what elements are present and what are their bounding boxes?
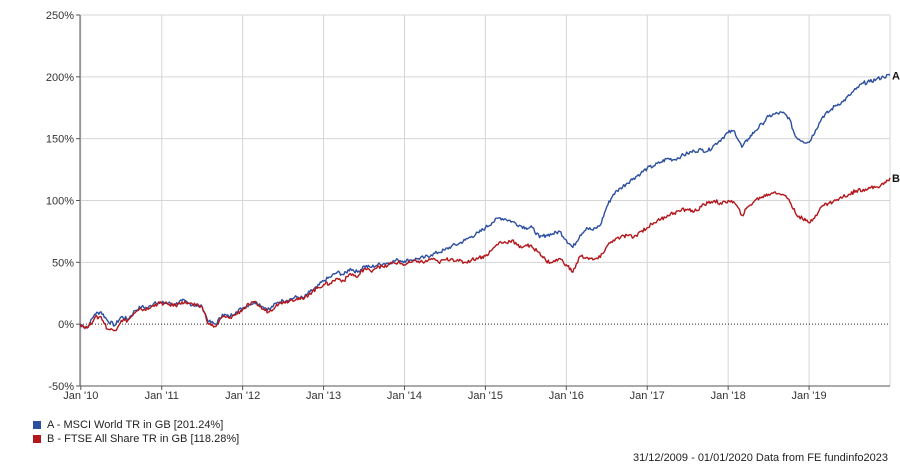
- x-tick-label: Jan '19: [792, 390, 827, 402]
- axes: [76, 14, 890, 390]
- y-tick-label: -50%: [48, 381, 74, 393]
- legend-item-b: B - FTSE All Share TR in GB [118.28%]: [33, 432, 239, 446]
- legend-label-b: B - FTSE All Share TR in GB [118.28%]: [47, 433, 240, 445]
- legend-swatch-a: [33, 421, 41, 429]
- x-tick-label: Jan '11: [145, 390, 179, 402]
- x-tick-label: Jan '16: [549, 390, 584, 402]
- data-source-note: 31/12/2009 - 01/01/2020 Data from FE fun…: [632, 452, 888, 464]
- x-tick-label: Jan '10: [63, 390, 98, 402]
- y-tick-label: 0%: [58, 319, 74, 331]
- x-tick-label: Jan '18: [711, 390, 746, 402]
- gridlines: [80, 14, 891, 387]
- y-tick-label: 250%: [46, 10, 74, 22]
- series-lines: [79, 73, 891, 332]
- x-tick-label: Jan '12: [225, 390, 260, 402]
- x-tick-label: Jan '17: [630, 390, 665, 402]
- tick-labels: -50% 0% 50% 100% 150% 200% 250% Jan '10 Jan '11 J…: [46, 10, 900, 402]
- legend-label-a: A - MSCI World TR in GB [201.24%]: [47, 419, 224, 431]
- x-tick-label: Jan '13: [306, 390, 341, 402]
- series-line-b: [79, 177, 891, 332]
- series-line-a: [79, 73, 891, 329]
- legend-swatch-b: [33, 435, 41, 443]
- y-tick-label: 150%: [46, 134, 74, 146]
- legend-item-a: A - MSCI World TR in GB [201.24%]: [33, 418, 239, 432]
- series-end-label-a: A: [892, 70, 900, 82]
- series-end-label-b: B: [892, 173, 900, 185]
- x-tick-label: Jan '14: [387, 390, 422, 402]
- y-tick-label: 200%: [46, 72, 74, 84]
- legend: A - MSCI World TR in GB [201.24%] B - FT…: [33, 418, 239, 446]
- x-tick-label: Jan '15: [468, 390, 503, 402]
- y-tick-label: 50%: [52, 257, 74, 269]
- y-tick-label: 100%: [46, 196, 74, 208]
